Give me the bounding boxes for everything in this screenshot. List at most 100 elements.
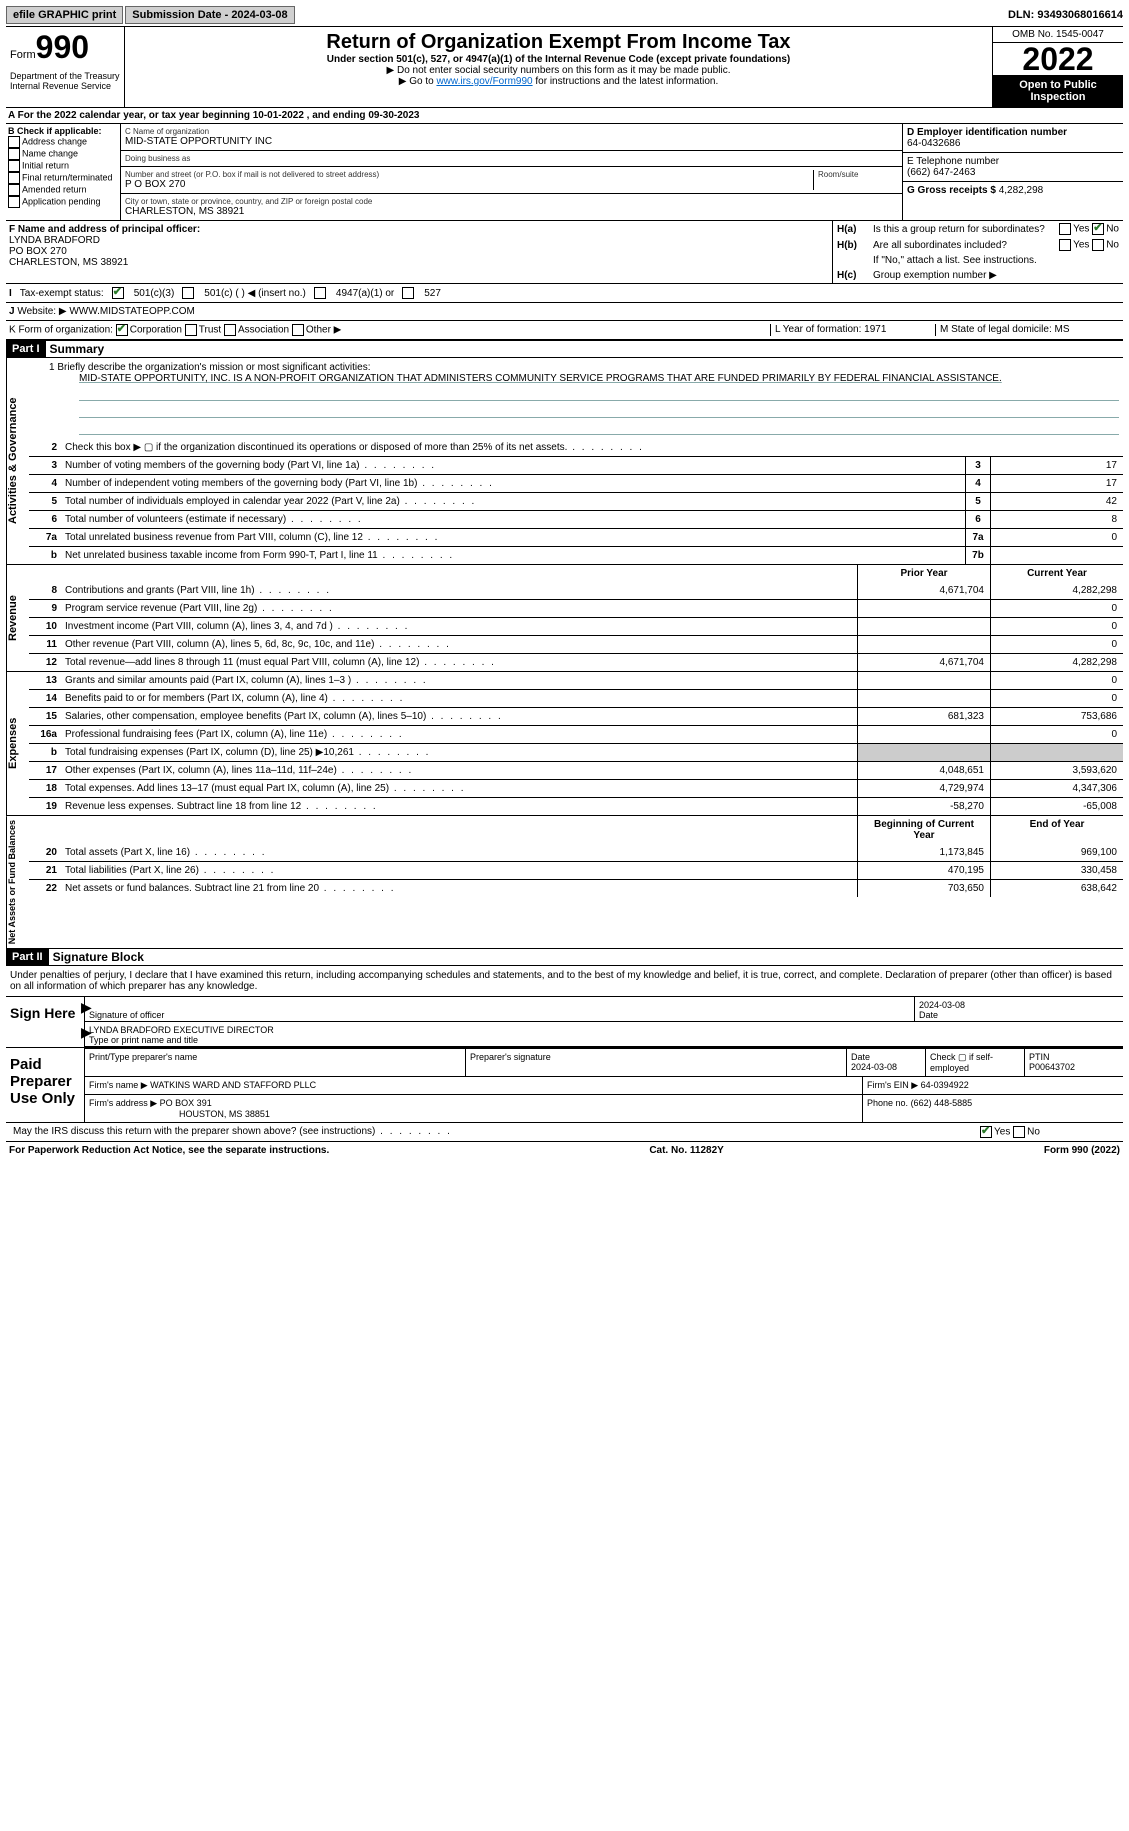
paid-preparer: Paid Preparer Use Only (6, 1048, 85, 1122)
table-row: 4Number of independent voting members of… (29, 474, 1123, 492)
check-pending[interactable] (8, 196, 20, 208)
gross-receipts: 4,282,298 (999, 185, 1044, 196)
table-row: 6Total number of volunteers (estimate if… (29, 510, 1123, 528)
table-row: 22Net assets or fund balances. Subtract … (29, 879, 1123, 897)
officer-name: LYNDA BRADFORD (9, 235, 100, 246)
col-d: D Employer identification number64-04326… (902, 124, 1123, 220)
check-initial[interactable] (8, 160, 20, 172)
top-bar: efile GRAPHIC print Submission Date - 20… (6, 6, 1123, 24)
tax-year: 2022 (993, 43, 1123, 75)
part2-header: Part II Signature Block (6, 948, 1123, 966)
sig-declaration: Under penalties of perjury, I declare th… (6, 966, 1123, 996)
table-row: 14Benefits paid to or for members (Part … (29, 689, 1123, 707)
instr-2-post: for instructions and the latest informat… (533, 76, 719, 87)
footer: For Paperwork Reduction Act Notice, see … (6, 1141, 1123, 1159)
discuss-q: May the IRS discuss this return with the… (9, 1126, 980, 1138)
table-row: 15Salaries, other compensation, employee… (29, 707, 1123, 725)
table-row: 5Total number of individuals employed in… (29, 492, 1123, 510)
ptin: P00643702 (1029, 1062, 1075, 1072)
submission-date: Submission Date - 2024-03-08 (125, 6, 294, 24)
city: CHARLESTON, MS 38921 (125, 206, 898, 217)
table-row: 20Total assets (Part X, line 16)1,173,84… (29, 844, 1123, 861)
efile-btn[interactable]: efile GRAPHIC print (6, 6, 123, 24)
open-inspection: Open to Public Inspection (993, 75, 1123, 107)
street: P O BOX 270 (125, 179, 813, 190)
form-number: 990 (36, 29, 89, 65)
i-4947[interactable] (314, 287, 326, 299)
phone: (662) 647-2463 (907, 167, 975, 178)
table-row: 7aTotal unrelated business revenue from … (29, 528, 1123, 546)
hb-yes[interactable] (1059, 239, 1071, 251)
instr-1: ▶ Do not enter social security numbers o… (129, 65, 988, 76)
check-address[interactable] (8, 136, 20, 148)
table-row: bNet unrelated business taxable income f… (29, 546, 1123, 564)
mission-text: MID-STATE OPPORTUNITY, INC. IS A NON-PRO… (79, 373, 1119, 384)
officer-addr2: CHARLESTON, MS 38921 (9, 257, 128, 268)
check-name[interactable] (8, 148, 20, 160)
table-row: 11Other revenue (Part VIII, column (A), … (29, 635, 1123, 653)
col-h: H(a)Is this a group return for subordina… (832, 221, 1123, 283)
k-trust[interactable] (185, 324, 197, 336)
table-row: 21Total liabilities (Part X, line 26)470… (29, 861, 1123, 879)
sig-name: LYNDA BRADFORD EXECUTIVE DIRECTOR (89, 1025, 274, 1035)
table-row: bTotal fundraising expenses (Part IX, co… (29, 743, 1123, 761)
table-row: 16aProfessional fundraising fees (Part I… (29, 725, 1123, 743)
instr-2-pre: ▶ Go to (399, 76, 437, 87)
form-header: Form990 Department of the Treasury Inter… (6, 26, 1123, 107)
col-f: F Name and address of principal officer:… (6, 221, 832, 283)
sign-here: Sign Here (6, 997, 85, 1047)
discuss-yes[interactable] (980, 1126, 992, 1138)
firm-ein: 64-0394922 (921, 1080, 969, 1090)
k-assoc[interactable] (224, 324, 236, 336)
col-b: B Check if applicable: Address change Na… (6, 124, 121, 220)
col-c: C Name of organizationMID-STATE OPPORTUN… (121, 124, 902, 220)
i-527[interactable] (402, 287, 414, 299)
form-label: Form (10, 49, 36, 61)
hb-no[interactable] (1092, 239, 1104, 251)
org-name: MID-STATE OPPORTUNITY INC (125, 136, 898, 147)
table-row: 18Total expenses. Add lines 13–17 (must … (29, 779, 1123, 797)
table-row: 2Check this box ▶ ▢ if the organization … (29, 439, 1123, 456)
table-row: 10Investment income (Part VIII, column (… (29, 617, 1123, 635)
firm-phone: (662) 448-5885 (911, 1098, 973, 1108)
dept-treasury: Department of the Treasury (10, 71, 120, 81)
table-row: 12Total revenue—add lines 8 through 11 (… (29, 653, 1123, 671)
table-row: 8Contributions and grants (Part VIII, li… (29, 582, 1123, 599)
sig-date: 2024-03-08 (919, 1000, 965, 1010)
officer-addr1: PO BOX 270 (9, 246, 67, 257)
check-final[interactable] (8, 172, 20, 184)
dln: DLN: 93493068016614 (1008, 9, 1123, 21)
table-row: 13Grants and similar amounts paid (Part … (29, 672, 1123, 689)
ha-yes[interactable] (1059, 223, 1071, 235)
table-row: 9Program service revenue (Part VIII, lin… (29, 599, 1123, 617)
part1-header: Part I Summary (6, 340, 1123, 357)
row-j: J Website: ▶ WWW.MIDSTATEOPP.COM (6, 302, 1123, 320)
state-domicile: MS (1055, 324, 1070, 335)
table-row: 3Number of voting members of the governi… (29, 456, 1123, 474)
side-governance: Activities & Governance (6, 358, 29, 564)
i-501c3[interactable] (112, 287, 124, 299)
year-formation: 1971 (864, 324, 886, 335)
irs-label: Internal Revenue Service (10, 81, 111, 91)
firm-name: WATKINS WARD AND STAFFORD PLLC (150, 1080, 316, 1090)
b-label: B Check if applicable: (8, 126, 102, 136)
row-a: A For the 2022 calendar year, or tax yea… (6, 107, 1123, 123)
discuss-no[interactable] (1013, 1126, 1025, 1138)
page-title: Return of Organization Exempt From Incom… (129, 31, 988, 54)
k-corp[interactable] (116, 324, 128, 336)
subtitle: Under section 501(c), 527, or 4947(a)(1)… (129, 54, 988, 65)
side-revenue: Revenue (6, 565, 29, 671)
irs-link[interactable]: www.irs.gov/Form990 (436, 76, 532, 87)
firm-addr1: PO BOX 391 (160, 1098, 212, 1108)
row-i: ITax-exempt status: 501(c)(3) 501(c) ( )… (6, 283, 1123, 302)
k-other[interactable] (292, 324, 304, 336)
row-k: K Form of organization: Corporation Trus… (6, 320, 1123, 340)
check-amended[interactable] (8, 184, 20, 196)
mission-q: 1 Briefly describe the organization's mi… (49, 362, 1119, 373)
ein: 64-0432686 (907, 138, 960, 149)
firm-addr2: HOUSTON, MS 38851 (179, 1109, 270, 1119)
i-501c[interactable] (182, 287, 194, 299)
ha-no[interactable] (1092, 223, 1104, 235)
table-row: 17Other expenses (Part IX, column (A), l… (29, 761, 1123, 779)
table-row: 19Revenue less expenses. Subtract line 1… (29, 797, 1123, 815)
